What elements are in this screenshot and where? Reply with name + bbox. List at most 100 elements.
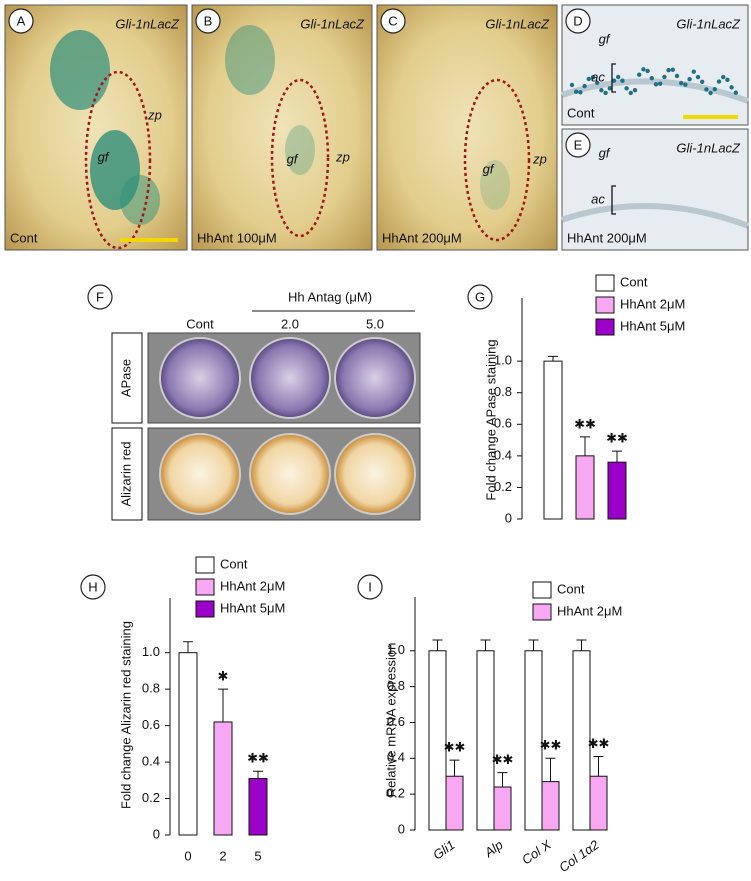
bar — [476, 650, 495, 831]
error-bar — [593, 756, 604, 777]
x-tick-label: Alp — [481, 837, 506, 861]
region-label: ac — [591, 69, 605, 84]
outline — [84, 70, 152, 250]
region-label: zp — [147, 107, 162, 122]
tissue-edge — [561, 78, 750, 104]
well — [159, 433, 241, 515]
panel-label: B — [204, 13, 213, 28]
stained-cell — [662, 74, 667, 80]
marker-label: Gli-1nLacZ — [676, 16, 741, 31]
well — [334, 433, 416, 515]
stained-cell — [695, 74, 701, 80]
stained-cell — [578, 90, 583, 95]
stained-cell — [645, 68, 650, 74]
panel-label: F — [96, 289, 104, 304]
legend-label: HhAnt 5μM — [220, 600, 285, 615]
significance: ✱✱ — [574, 416, 596, 431]
condition-label: HhAnt 200μM — [567, 230, 647, 245]
region-label: zp — [532, 151, 547, 166]
significance: ✱ — [218, 669, 229, 684]
well — [249, 337, 331, 419]
bar — [607, 461, 627, 520]
x-tick-label: Col 1α2 — [556, 837, 602, 876]
region-label: ac — [591, 191, 605, 206]
group-header: Hh Antag (μM) — [288, 289, 372, 304]
condition-label: HhAnt 100μM — [197, 230, 277, 245]
x-tick-label: 2 — [219, 848, 226, 863]
y-tick-label: 0.2 — [142, 790, 160, 805]
stained-cell — [628, 90, 633, 96]
error-bar — [545, 757, 556, 782]
legend-swatch — [532, 581, 552, 599]
bar — [213, 721, 233, 836]
stained-cell — [733, 90, 738, 95]
stained-cell — [704, 87, 709, 92]
error-bar — [183, 641, 193, 653]
stained-cell — [729, 85, 734, 90]
legend-label: Cont — [557, 581, 585, 596]
stained-cell — [716, 79, 722, 84]
column-label: 2.0 — [281, 316, 299, 331]
stained-cell — [658, 81, 663, 86]
y-axis-label: Fold change Alizarin red staining — [118, 621, 133, 809]
panel-label-circle — [87, 284, 113, 310]
legend-label: HhAnt 5μM — [620, 318, 685, 333]
stained-cell — [599, 88, 604, 93]
legend-label: Cont — [620, 274, 648, 289]
panel-label: E — [574, 137, 583, 152]
outline — [270, 78, 330, 238]
stained-cell — [641, 67, 646, 72]
significance: ✱✱ — [492, 752, 514, 767]
significance: ✱✱ — [588, 736, 610, 751]
significance: ✱✱ — [247, 751, 269, 766]
photo — [561, 128, 749, 251]
stained-cell — [670, 67, 675, 72]
staining — [225, 25, 275, 95]
error-bar — [528, 639, 539, 651]
y-tick-label: 0.8 — [142, 681, 160, 696]
significance: ✱✱ — [606, 431, 628, 446]
panel-label: C — [388, 13, 397, 28]
stained-cell — [590, 75, 596, 80]
bracket — [611, 185, 616, 215]
y-tick-label: 0.4 — [142, 754, 160, 769]
stained-cell — [595, 80, 600, 85]
y-tick-label: 0.2 — [494, 479, 512, 494]
stained-cell — [574, 89, 579, 94]
region-label: gf — [98, 149, 110, 164]
legend-label: HhAnt 2μM — [557, 603, 622, 618]
stained-cell — [620, 78, 625, 83]
y-tick-label: 0.8 — [387, 678, 405, 693]
bar — [178, 652, 198, 836]
stained-cell — [569, 82, 575, 88]
row-label-box — [111, 332, 143, 424]
y-tick-label: 0.2 — [387, 786, 405, 801]
stained-cell — [603, 90, 608, 96]
significance: ✱✱ — [540, 738, 562, 753]
condition-label: HhAnt 200μM — [382, 230, 462, 245]
error-bar — [253, 770, 263, 779]
photo — [191, 4, 373, 251]
stained-cell — [586, 76, 591, 82]
staining — [50, 30, 110, 110]
stained-cell — [637, 72, 642, 77]
stained-cell — [679, 80, 684, 86]
panel-label-circle — [80, 574, 106, 600]
well — [249, 433, 331, 515]
stained-cell — [700, 79, 705, 84]
region-label: gf — [287, 151, 299, 166]
legend-label: Cont — [220, 556, 248, 571]
stained-cell — [666, 68, 671, 73]
panel-label: H — [88, 579, 97, 594]
stained-cell — [607, 86, 612, 91]
panel-label-circle — [467, 284, 493, 310]
panel-label-circle — [565, 132, 591, 158]
y-tick-label: 0 — [398, 821, 405, 836]
significance: ✱✱ — [444, 740, 466, 755]
marker-label: Gli-1nLacZ — [485, 16, 550, 31]
bracket — [611, 63, 616, 93]
y-tick-label: 0.6 — [142, 717, 160, 732]
legend-swatch — [532, 603, 552, 621]
error-bar — [612, 450, 622, 463]
